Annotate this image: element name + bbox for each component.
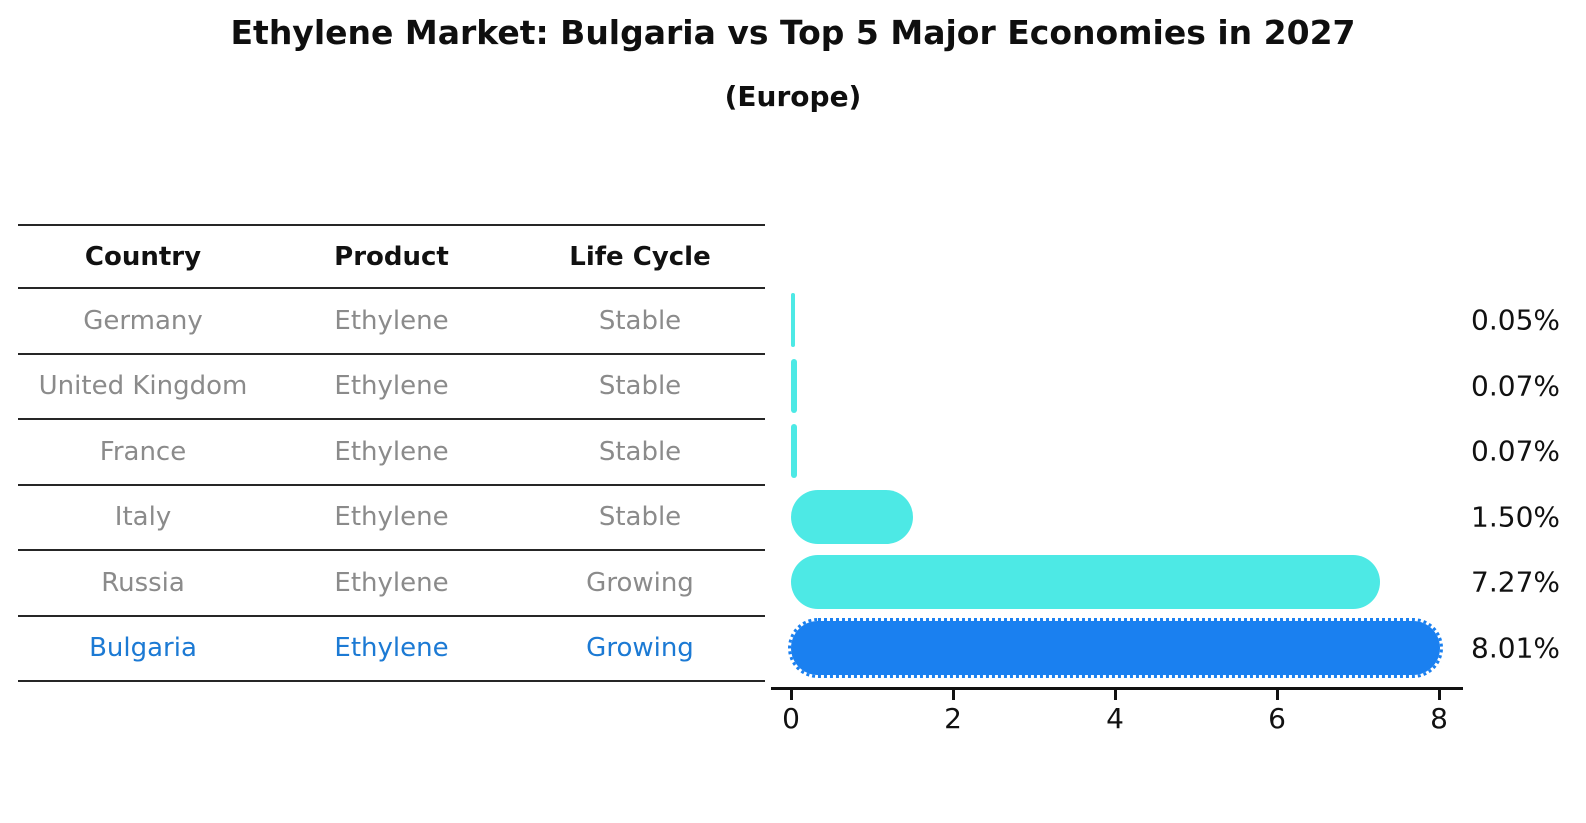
cell-product: Ethylene [334, 502, 449, 533]
cell-life-cycle: Growing [586, 633, 694, 664]
table-row: Germany Ethylene Stable [18, 289, 765, 355]
value-label-germany: 0.05% [1471, 303, 1560, 337]
table-row-highlighted: Bulgaria Ethylene Growing [18, 617, 765, 682]
value-label-bulgaria: 8.01% [1471, 631, 1560, 665]
x-tick-label-2: 2 [944, 702, 962, 735]
x-tick-label-8: 8 [1430, 702, 1448, 735]
cell-life-cycle: Stable [598, 371, 682, 402]
cell-product: Ethylene [334, 305, 449, 336]
cell-country: Italy [114, 502, 172, 533]
column-header-life-cycle: Life Cycle [569, 241, 711, 272]
cell-country: Germany [83, 305, 203, 336]
cell-country: United Kingdom [38, 371, 248, 402]
cell-product: Ethylene [334, 567, 449, 598]
x-tick-label-0: 0 [782, 702, 800, 735]
value-label-russia: 7.27% [1471, 565, 1560, 599]
cell-life-cycle: Stable [598, 502, 682, 533]
cell-product: Ethylene [334, 371, 449, 402]
cell-life-cycle: Stable [598, 305, 682, 336]
value-label-france: 0.07% [1471, 434, 1560, 468]
cell-product: Ethylene [334, 633, 449, 664]
bar-france [791, 424, 797, 478]
bar-italy [791, 490, 913, 544]
cell-product: Ethylene [334, 436, 449, 467]
x-tick-4 [1113, 690, 1117, 700]
table-header-row: Country Product Life Cycle [18, 226, 765, 289]
bar-germany [791, 293, 796, 347]
x-axis-line [771, 687, 1463, 690]
cell-life-cycle: Growing [586, 567, 694, 598]
x-tick-6 [1275, 690, 1279, 700]
table-row: United Kingdom Ethylene Stable [18, 355, 765, 420]
country-table: Country Product Life Cycle Germany Ethyl… [18, 224, 765, 682]
cell-life-cycle: Stable [598, 436, 682, 467]
value-label-italy: 1.50% [1471, 500, 1560, 534]
chart-title: Ethylene Market: Bulgaria vs Top 5 Major… [230, 13, 1356, 52]
table-row: France Ethylene Stable [18, 420, 765, 486]
chart-subtitle: (Europe) [724, 80, 862, 113]
x-tick-8 [1437, 690, 1441, 700]
bar-bulgaria [788, 618, 1443, 678]
value-label-united-kingdom: 0.07% [1471, 369, 1560, 403]
x-tick-label-6: 6 [1268, 702, 1286, 735]
x-tick-0 [789, 690, 793, 700]
cell-country: Russia [101, 567, 185, 598]
cell-country: France [99, 436, 187, 467]
cell-country: Bulgaria [89, 633, 197, 664]
table-row: Russia Ethylene Growing [18, 551, 765, 617]
table-row: Italy Ethylene Stable [18, 486, 765, 551]
x-tick-2 [951, 690, 955, 700]
bar-united-kingdom [791, 359, 797, 413]
x-tick-label-4: 4 [1106, 702, 1124, 735]
column-header-product: Product [334, 241, 449, 272]
column-header-country: Country [84, 241, 202, 272]
bar-russia [791, 555, 1380, 609]
